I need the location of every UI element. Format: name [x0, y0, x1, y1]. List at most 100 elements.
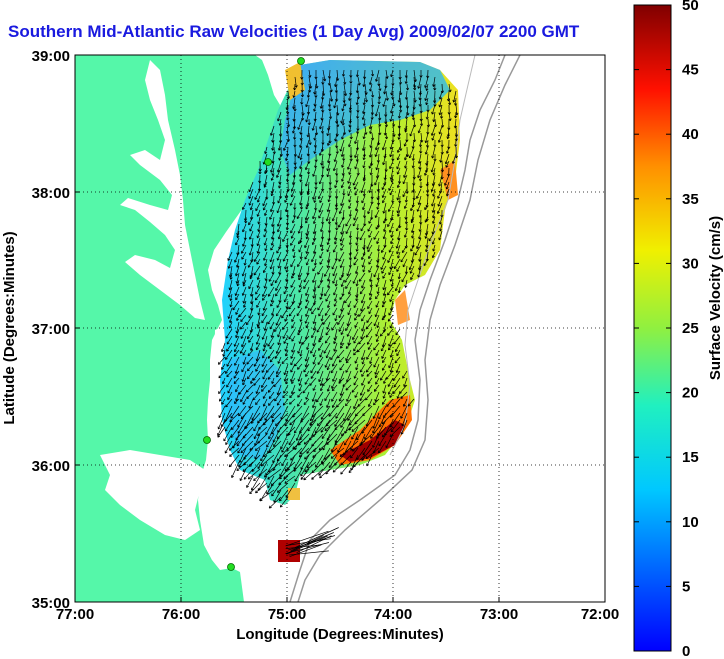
velocity-arrow	[416, 237, 422, 250]
velocity-arrow	[235, 307, 240, 315]
velocity-arrow	[263, 251, 268, 261]
velocity-arrow	[353, 258, 359, 266]
radar-station-marker	[203, 436, 211, 444]
velocity-arrow	[327, 216, 332, 225]
velocity-arrow	[389, 272, 394, 282]
velocity-arrow	[378, 440, 387, 454]
velocity-arrow	[298, 272, 303, 281]
velocity-arrow	[391, 153, 395, 162]
velocity-arrow	[368, 293, 373, 301]
y-tick-label: 36:00	[32, 458, 70, 475]
velocity-arrow	[281, 440, 289, 453]
velocity-arrow	[439, 223, 443, 232]
velocity-arrow	[235, 258, 240, 268]
velocity-arrow	[368, 216, 373, 224]
velocity-arrow	[362, 97, 366, 106]
velocity-arrow	[291, 216, 296, 224]
velocity-arrow	[264, 209, 268, 216]
velocity-arrow	[348, 230, 352, 239]
velocity-arrow	[306, 188, 310, 196]
velocity-arrow	[329, 83, 333, 93]
velocity-arrow	[390, 69, 394, 78]
velocity-arrow	[396, 244, 401, 255]
velocity-arrow	[310, 363, 317, 374]
velocity-arrow	[354, 391, 359, 398]
velocity-arrow	[366, 370, 373, 377]
velocity-arrow	[357, 398, 366, 407]
velocity-arrow	[327, 195, 331, 203]
velocity-arrow	[389, 139, 394, 150]
velocity-arrow	[312, 349, 317, 358]
velocity-arrow	[345, 398, 352, 407]
velocity-arrow	[375, 69, 380, 82]
velocity-arrow	[319, 118, 324, 130]
velocity-arrow	[345, 384, 352, 391]
velocity-arrow	[233, 342, 240, 353]
velocity-arrow	[399, 104, 403, 113]
velocity-arrow	[431, 104, 436, 115]
velocity-arrow	[227, 286, 233, 298]
velocity-arrow	[304, 349, 310, 362]
velocity-arrow	[248, 216, 254, 226]
velocity-arrow	[424, 216, 429, 223]
velocity-arrow	[381, 300, 387, 308]
velocity-arrow	[347, 174, 352, 184]
velocity-arrow	[424, 76, 429, 89]
velocity-arrow	[347, 300, 352, 308]
velocity-arrow	[279, 461, 289, 477]
velocity-arrow	[348, 237, 352, 246]
velocity-arrow	[360, 349, 366, 361]
velocity-arrow	[331, 384, 338, 392]
velocity-arrow	[299, 132, 303, 141]
velocity-arrow	[305, 202, 310, 210]
velocity-arrow	[255, 384, 261, 394]
velocity-arrow	[331, 440, 338, 453]
velocity-arrow	[349, 153, 353, 162]
velocity-arrow	[303, 398, 310, 406]
velocity-arrow	[270, 237, 275, 246]
velocity-arrow	[217, 412, 226, 430]
velocity-arrow	[256, 258, 261, 265]
velocity-arrow	[340, 195, 345, 207]
velocity-arrow	[293, 202, 297, 210]
velocity-arrow	[305, 286, 310, 296]
velocity-arrow	[364, 426, 373, 440]
velocity-arrow	[298, 237, 303, 245]
velocity-arrow	[257, 223, 261, 232]
velocity-arrow	[397, 286, 401, 294]
velocity-arrow	[247, 258, 254, 268]
velocity-arrow	[353, 349, 359, 356]
velocity-arrow	[234, 356, 240, 366]
velocity-arrow	[320, 405, 331, 420]
velocity-arrow	[304, 300, 310, 309]
velocity-arrow	[425, 97, 429, 106]
velocity-arrow	[389, 349, 394, 358]
velocity-arrow	[261, 328, 268, 340]
velocity-arrow	[324, 307, 331, 316]
velocity-arrow	[356, 111, 360, 119]
velocity-arrow	[311, 118, 317, 131]
velocity-arrow	[233, 377, 240, 385]
velocity-arrow	[362, 188, 366, 197]
velocity-arrow	[282, 398, 289, 406]
velocity-arrow	[230, 405, 240, 419]
velocity-arrow	[284, 202, 289, 213]
velocity-arrow	[313, 160, 318, 169]
velocity-arrow	[304, 160, 310, 171]
velocity-arrow	[225, 328, 233, 339]
velocity-arrow	[323, 342, 331, 354]
velocity-arrow	[288, 550, 329, 556]
velocity-arrow	[273, 433, 282, 448]
velocity-arrow	[271, 482, 282, 497]
velocity-arrow	[384, 118, 389, 128]
velocity-arrow	[389, 160, 394, 170]
velocity-arrow	[362, 153, 366, 161]
velocity-arrow	[305, 230, 310, 240]
velocity-arrow	[286, 538, 331, 546]
velocity-arrow	[361, 258, 366, 268]
velocity-arrow	[326, 244, 331, 253]
velocity-arrow	[410, 244, 415, 252]
velocity-arrow	[375, 300, 380, 308]
velocity-arrow	[375, 349, 380, 356]
velocity-arrow	[228, 314, 233, 324]
